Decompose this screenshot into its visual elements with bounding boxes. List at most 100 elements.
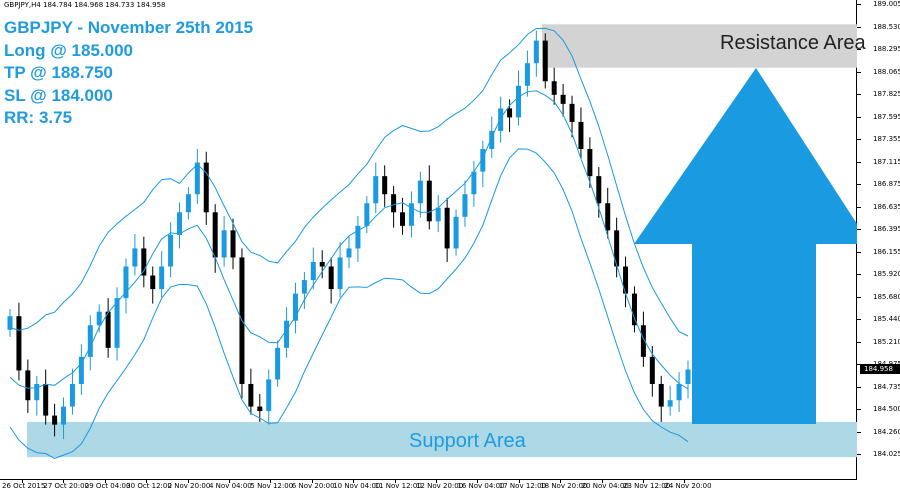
candle-body	[292, 293, 298, 321]
candle-body	[284, 320, 290, 348]
price-tick-label: 185.920	[873, 270, 900, 278]
price-tick	[857, 161, 861, 163]
candle-body	[560, 94, 566, 104]
date-tick	[684, 480, 686, 483]
date-tick	[518, 480, 520, 483]
price-tick-label: 187.825	[873, 90, 900, 98]
date-tick-label: 29 Oct 04:00	[84, 482, 131, 490]
price-tick-label: 187.115	[873, 157, 900, 166]
price-tick-label: 186.395	[873, 225, 900, 233]
candle-body	[212, 212, 218, 258]
symbol-header: GBPJPY,H4 184.784 184.968 184.733 184.95…	[4, 1, 166, 9]
date-tick-label: 27 Oct 20:00	[43, 482, 90, 490]
date-tick-label: 26 Oct 2015	[2, 482, 46, 490]
date-tick	[643, 480, 644, 483]
price-tick-label: 187.595	[873, 112, 900, 121]
candle-body	[471, 171, 477, 195]
price-tick	[857, 364, 861, 365]
date-tick	[270, 480, 272, 483]
bollinger-upper-band	[9, 27, 689, 337]
price-tick	[857, 71, 861, 73]
support-zone	[27, 421, 857, 458]
price-tick	[857, 274, 861, 275]
candle-body	[105, 311, 111, 348]
candle-body	[462, 194, 468, 217]
date-tick	[187, 480, 189, 483]
bollinger-lower-band	[9, 148, 689, 459]
price-tick-label: 186.875	[873, 180, 900, 188]
price-tick	[857, 319, 861, 320]
date-tick-label: 20 Nov 04:00	[581, 482, 629, 490]
candle-body	[43, 383, 49, 416]
date-tick	[436, 480, 437, 483]
support-area-label: Support Area	[409, 430, 526, 452]
date-tick	[353, 480, 355, 483]
candle-body	[605, 203, 611, 231]
price-tick	[857, 116, 861, 118]
candle-body	[524, 63, 530, 86]
price-tick	[857, 184, 861, 185]
price-tick-label: 184.260	[873, 427, 900, 436]
candle-body	[266, 379, 272, 412]
price-tick-label: 185.210	[873, 337, 900, 346]
price-tick	[857, 341, 861, 343]
candle-body	[114, 298, 120, 348]
candle-body	[667, 400, 673, 407]
price-tick	[857, 296, 861, 298]
trade-info-panel: GBPJPY - November 25th 2015 Long @ 185.0…	[4, 17, 253, 130]
candle-body	[685, 369, 691, 384]
candle-body	[533, 40, 539, 64]
date-tick-label: 12 Nov 20:00	[416, 482, 464, 490]
candle-body	[203, 162, 209, 213]
date-tick-label: 30 Oct 12:00	[126, 482, 172, 490]
trade-stop-loss: SL @ 184.000	[4, 85, 113, 105]
date-tick-label: 18 Nov 20:00	[540, 482, 588, 490]
date-tick-label: 17 Nov 12:00	[498, 482, 546, 490]
candle-body	[168, 234, 174, 267]
candle-body	[78, 356, 84, 384]
candle-body	[516, 85, 521, 118]
price-tick	[857, 49, 861, 50]
price-tick-label: 185.680	[873, 292, 900, 301]
candle-body	[489, 130, 495, 150]
candle-body	[426, 180, 432, 222]
candle-body	[408, 203, 414, 226]
date-tick	[22, 480, 23, 483]
candle-body	[417, 180, 423, 204]
price-tick	[857, 206, 861, 208]
candle-body	[221, 230, 227, 258]
candle-body	[257, 406, 263, 412]
candle-body	[391, 194, 397, 213]
candle-body	[507, 108, 513, 118]
candle-body	[150, 275, 156, 290]
price-tick-label: 188.065	[873, 67, 900, 76]
date-tick	[104, 480, 106, 483]
price-tick-label: 185.440	[873, 315, 900, 323]
candle-body	[453, 216, 459, 249]
price-tick	[857, 251, 861, 253]
price-tick	[857, 386, 861, 388]
candle-body	[614, 230, 620, 267]
candle-body	[542, 40, 548, 82]
candle-body	[61, 406, 67, 425]
trade-risk-reward: RR: 3.75	[4, 108, 73, 127]
price-tick-label: 189.005	[873, 0, 900, 8]
date-tick	[394, 480, 396, 483]
candle-body	[69, 383, 75, 407]
price-tick	[857, 409, 861, 410]
plot-area[interactable]	[0, 0, 857, 480]
up-arrow-icon	[634, 68, 857, 424]
candle-body	[498, 108, 504, 131]
candle-body	[96, 311, 102, 326]
candle-body	[649, 356, 655, 384]
date-tick-label: 4 Nov 04:00	[209, 482, 252, 490]
candle-body	[194, 162, 200, 195]
candle-body	[578, 121, 584, 150]
candle-body	[346, 248, 352, 258]
price-tick	[857, 4, 861, 5]
candle-body	[230, 230, 236, 258]
candle-body	[640, 325, 646, 357]
price-tick-label: 184.025	[873, 450, 900, 458]
candle-body	[319, 261, 325, 267]
